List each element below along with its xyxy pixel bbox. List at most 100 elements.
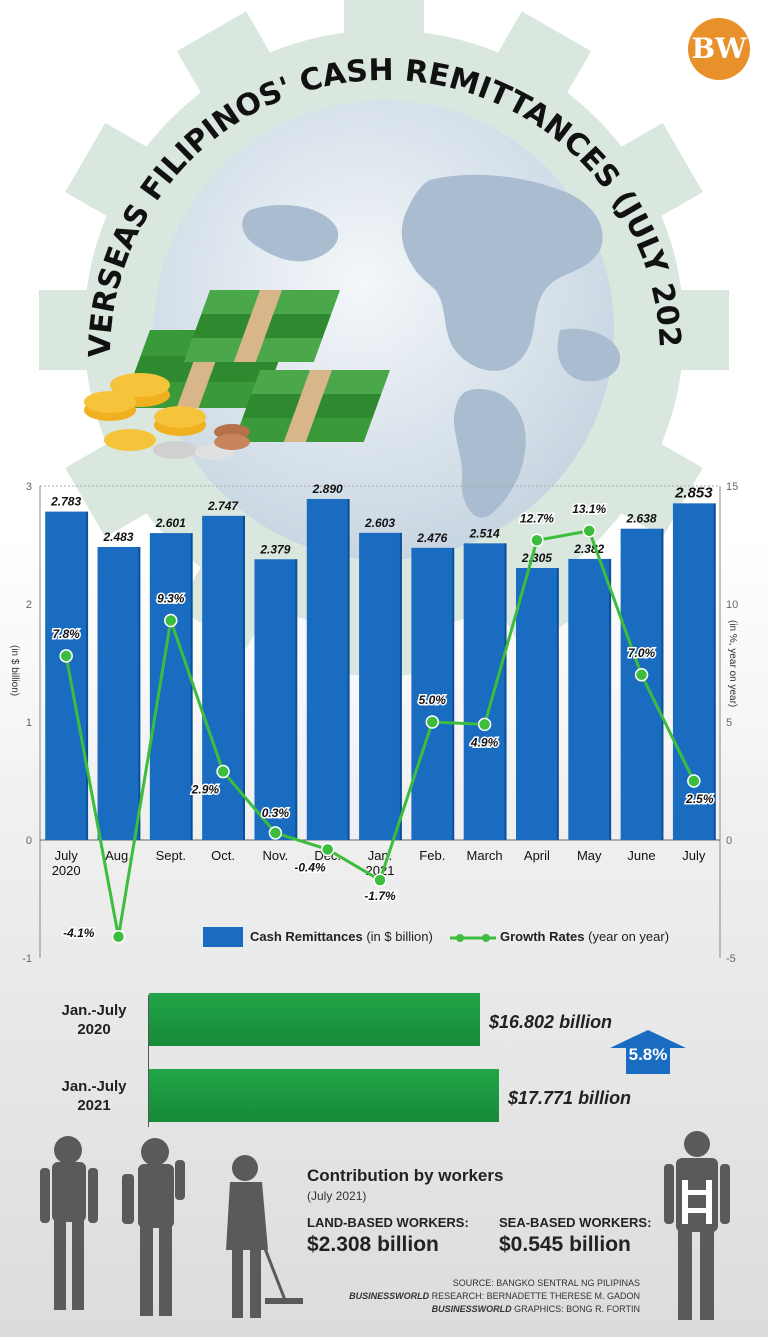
y-tick-left: 3 — [26, 481, 32, 493]
credit-source: SOURCE: BANGKO SENTRAL NG PILIPINAS — [452, 1278, 640, 1288]
summary-value-2020: $16.802 billion — [489, 1012, 613, 1032]
y-axis-left-label: (in $ billion) — [9, 645, 20, 697]
x-tick-label: May — [577, 848, 602, 863]
y-tick-left: 0 — [26, 835, 32, 847]
x-tick-label: June — [627, 848, 655, 863]
growth-value-label: 4.9% — [470, 735, 499, 749]
growth-value-label: 2.5% — [685, 792, 714, 806]
seafarer-worker-icon — [664, 1131, 730, 1320]
y-tick-left: 2 — [26, 599, 32, 611]
bar — [463, 543, 506, 840]
sea-based-label: SEA-BASED WORKERS: — [499, 1215, 652, 1230]
bar-value-label: 2.305 — [521, 551, 552, 565]
x-tick-label: July — [682, 848, 706, 863]
growth-point — [59, 649, 73, 663]
x-tick-label: Sept. — [156, 848, 186, 863]
growth-value-label: 5.0% — [419, 693, 447, 707]
bar-value-label: 2.890 — [312, 482, 343, 496]
summary-bar-2021 — [149, 1069, 499, 1122]
construction-worker-icon — [40, 1136, 98, 1310]
legend-bar-swatch — [203, 927, 243, 947]
growth-value-label: 2.9% — [191, 783, 220, 797]
bar — [672, 503, 715, 840]
growth-value-label: -0.4% — [294, 860, 326, 874]
bar — [306, 498, 349, 840]
bar-value-label: 2.747 — [207, 499, 239, 513]
bar — [254, 559, 297, 840]
growth-point — [582, 524, 596, 538]
x-tick-label: Nov. — [263, 848, 289, 863]
worker-silhouettes — [40, 1131, 730, 1320]
cleaner-worker-icon — [226, 1155, 303, 1318]
bar-value-label: 2.638 — [626, 512, 657, 526]
summary-value-2021: $17.771 billion — [508, 1088, 632, 1108]
bar — [97, 547, 140, 840]
growth-point — [477, 717, 492, 732]
bar — [359, 532, 401, 840]
bar-value-label: 2.476 — [416, 531, 447, 545]
bar-value-label: 2.382 — [573, 542, 604, 556]
engineer-worker-icon — [122, 1138, 185, 1316]
sea-based-value: $0.545 billion — [499, 1233, 631, 1256]
workers-title: Contribution by workers — [307, 1166, 504, 1185]
change-arrow: 5.8% — [610, 1030, 686, 1074]
bar — [620, 528, 663, 840]
coins-icon — [84, 373, 250, 460]
bar — [568, 558, 611, 840]
x-tick-label: Feb. — [419, 848, 445, 863]
y-tick-right: 0 — [726, 835, 732, 847]
growth-point — [164, 613, 178, 628]
y-tick-right: 5 — [726, 717, 732, 729]
x-tick-label: Oct. — [211, 848, 235, 863]
x-tick-label: Aug. — [105, 848, 132, 863]
summary-axis — [148, 995, 149, 1127]
change-value: 5.8% — [628, 1045, 668, 1064]
bar-value-label: 2.483 — [102, 530, 133, 544]
x-tick-label: April — [524, 848, 550, 863]
credit-research: BUSINESSWORLD RESEARCH: BERNADETTE THERE… — [349, 1291, 640, 1301]
x-tick-label: March — [467, 848, 503, 863]
y-tick-right: 10 — [726, 599, 738, 611]
bar — [411, 547, 454, 840]
growth-point — [320, 842, 335, 857]
growth-value-label: -1.7% — [364, 889, 396, 903]
x-tick-label: 2020 — [52, 863, 81, 878]
land-based-label: LAND-BASED WORKERS: — [307, 1215, 469, 1230]
growth-value-label: -4.1% — [63, 926, 95, 940]
bar-value-label: 2.601 — [155, 516, 186, 530]
legend-line-swatch — [450, 934, 496, 942]
land-based-value: $2.308 billion — [307, 1233, 439, 1256]
growth-point — [268, 826, 283, 840]
bar-value-label: 2.603 — [364, 516, 395, 530]
summary-label-2021: Jan.-July 2021 — [61, 1078, 127, 1114]
legend-line-label: Growth Rates (year on year) — [500, 929, 670, 944]
growth-point — [425, 715, 440, 729]
title-svg: OVERSEAS FILIPINOS' CASH REMITTANCES (JU… — [0, 0, 687, 358]
growth-point — [373, 873, 387, 887]
growth-point — [111, 930, 126, 944]
growth-value-label: 7.8% — [52, 627, 80, 641]
legend-bar-label: Cash Remittances (in $ billion) — [250, 929, 433, 944]
summary-label-2020: Jan.-July 2020 — [61, 1002, 127, 1038]
bar — [516, 568, 558, 840]
growth-value-label: 12.7% — [520, 511, 554, 525]
bar — [45, 511, 88, 840]
y-axis-right-label: (in %, year on year) — [727, 620, 738, 708]
growth-point — [216, 764, 230, 779]
up-arrow-icon — [610, 1030, 686, 1074]
credit-graphics: BUSINESSWORLD GRAPHICS: BONG R. FORTIN — [431, 1304, 640, 1314]
businessworld-logo: BW — [688, 18, 750, 80]
bar-value-label: 2.783 — [50, 495, 81, 509]
growth-value-label: 0.3% — [262, 806, 290, 820]
y-tick-left: 1 — [26, 717, 32, 729]
money-stacks-icon — [121, 290, 390, 442]
y-tick-right: -5 — [726, 953, 736, 965]
growth-point — [687, 774, 701, 788]
y-tick-right: 15 — [726, 481, 738, 493]
y-tick-left: -1 — [22, 953, 32, 965]
bar — [149, 533, 192, 840]
bar-value-label: 2.379 — [259, 542, 290, 556]
growth-value-label: 13.1% — [572, 502, 606, 516]
x-tick-label: July — [55, 848, 79, 863]
